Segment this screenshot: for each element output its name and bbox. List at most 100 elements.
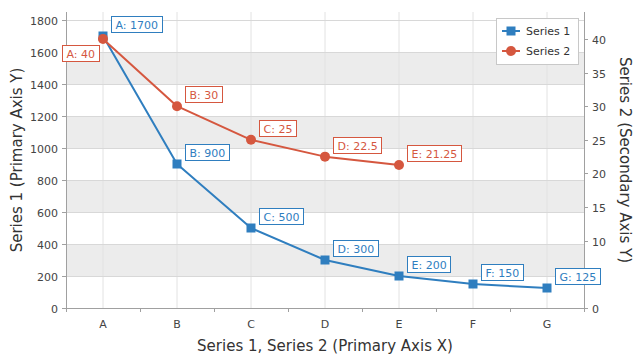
series-line [103, 39, 399, 165]
grid-line [66, 148, 584, 149]
legend: Series 1Series 2 [497, 19, 579, 65]
data-label: E: 200 [408, 257, 451, 273]
data-label-text: D: 22.5 [338, 140, 378, 153]
data-point [469, 280, 478, 289]
data-label-text: E: 21.25 [412, 148, 458, 161]
data-point [543, 284, 552, 293]
y-tick-label: 800 [37, 175, 58, 188]
y-tick-label: 1600 [30, 47, 58, 60]
y2-axis-title: Series 2 (Secondary Axis Y) [616, 57, 634, 263]
data-label: F: 150 [482, 265, 524, 281]
data-label: A: 40 [63, 46, 100, 62]
y2-tick [584, 207, 588, 208]
x-tick [510, 308, 511, 312]
x-tick [140, 308, 141, 312]
data-label-box [556, 269, 601, 285]
data-label: A: 1700 [112, 17, 163, 33]
y2-tick [584, 73, 588, 74]
data-label-box [186, 87, 223, 103]
x-tick [214, 308, 215, 312]
data-label-box [63, 46, 100, 62]
y-tick-label: 1800 [30, 15, 58, 28]
y-tick [62, 148, 66, 149]
legend-box [497, 19, 579, 65]
data-label-box [408, 257, 451, 273]
grid-line [66, 308, 584, 309]
data-label-text: E: 200 [412, 259, 447, 272]
data-label: B: 900 [186, 145, 230, 161]
data-point [173, 160, 182, 169]
grid-line [66, 180, 584, 181]
x-axis-line [66, 308, 584, 309]
y-tick-label: 400 [37, 239, 58, 252]
y-axis-title: Series 1 (Primary Axis Y) [8, 68, 26, 253]
y2-tick-label: 25 [592, 135, 606, 148]
x-tick-label: G [543, 318, 552, 331]
y2-tick-label: 35 [592, 68, 606, 81]
y2-tick [584, 173, 588, 174]
y2-tick [584, 140, 588, 141]
data-label: D: 22.5 [334, 138, 382, 154]
data-label-text: B: 900 [190, 147, 226, 160]
grid-line [66, 212, 584, 213]
data-label: D: 300 [334, 241, 379, 257]
grid-line [66, 84, 584, 85]
grid-line-x [399, 12, 400, 308]
y2-tick-label: 20 [592, 168, 606, 181]
data-label-box [260, 209, 304, 225]
y-tick-label: 0 [51, 303, 58, 316]
data-point [321, 256, 330, 265]
data-label: B: 30 [186, 87, 223, 103]
y-tick [62, 20, 66, 21]
data-label-text: G: 125 [560, 271, 597, 284]
legend-swatch-marker [507, 27, 516, 36]
x-tick [288, 308, 289, 312]
data-label-text: D: 300 [338, 243, 375, 256]
x-tick-label: B [173, 318, 181, 331]
data-label: C: 25 [260, 121, 297, 137]
data-point [247, 224, 256, 233]
x-tick-label: C [247, 318, 255, 331]
chart: 0200400600800100012001400160018000510152… [0, 0, 640, 360]
data-label-text: F: 150 [486, 267, 520, 280]
y2-tick-label: 15 [592, 202, 606, 215]
data-label: C: 500 [260, 209, 304, 225]
y2-tick [584, 241, 588, 242]
x-tick-label: A [99, 318, 107, 331]
data-point [246, 135, 256, 145]
y2-axis-line [584, 12, 585, 308]
data-label-box [408, 146, 462, 162]
x-tick-label: D [321, 318, 329, 331]
y-tick-label: 1200 [30, 111, 58, 124]
plot-marks [98, 32, 552, 293]
plot-background [66, 12, 584, 308]
grid-line-x [103, 12, 104, 308]
y-tick [62, 84, 66, 85]
y2-tick-label: 0 [592, 303, 599, 316]
data-label-box [334, 241, 379, 257]
data-point [394, 160, 404, 170]
x-axis-title: Series 1, Series 2 (Primary Axis X) [197, 337, 453, 355]
data-label: E: 21.25 [408, 146, 462, 162]
data-point [320, 152, 330, 162]
y-tick-label: 1400 [30, 79, 58, 92]
series-line [103, 36, 547, 288]
data-label-box [112, 17, 163, 33]
y-tick [62, 116, 66, 117]
data-point [172, 101, 182, 111]
data-label-box [482, 265, 524, 281]
x-tick-label: F [470, 318, 476, 331]
x-tick [584, 308, 585, 312]
grid-line [66, 116, 584, 117]
y-tick [62, 308, 66, 309]
legend-label: Series 1 [526, 25, 570, 38]
data-label-text: C: 500 [264, 211, 300, 224]
x-tick-label: E [396, 318, 403, 331]
y2-tick-label: 40 [592, 34, 606, 47]
data-label-box [334, 138, 382, 154]
y-tick-label: 1000 [30, 143, 58, 156]
data-label-text: C: 25 [264, 123, 293, 136]
grid-line [66, 244, 584, 245]
page: {"chart_data": { "type": "line", "x_labe… [0, 0, 640, 360]
x-tick [66, 308, 67, 312]
